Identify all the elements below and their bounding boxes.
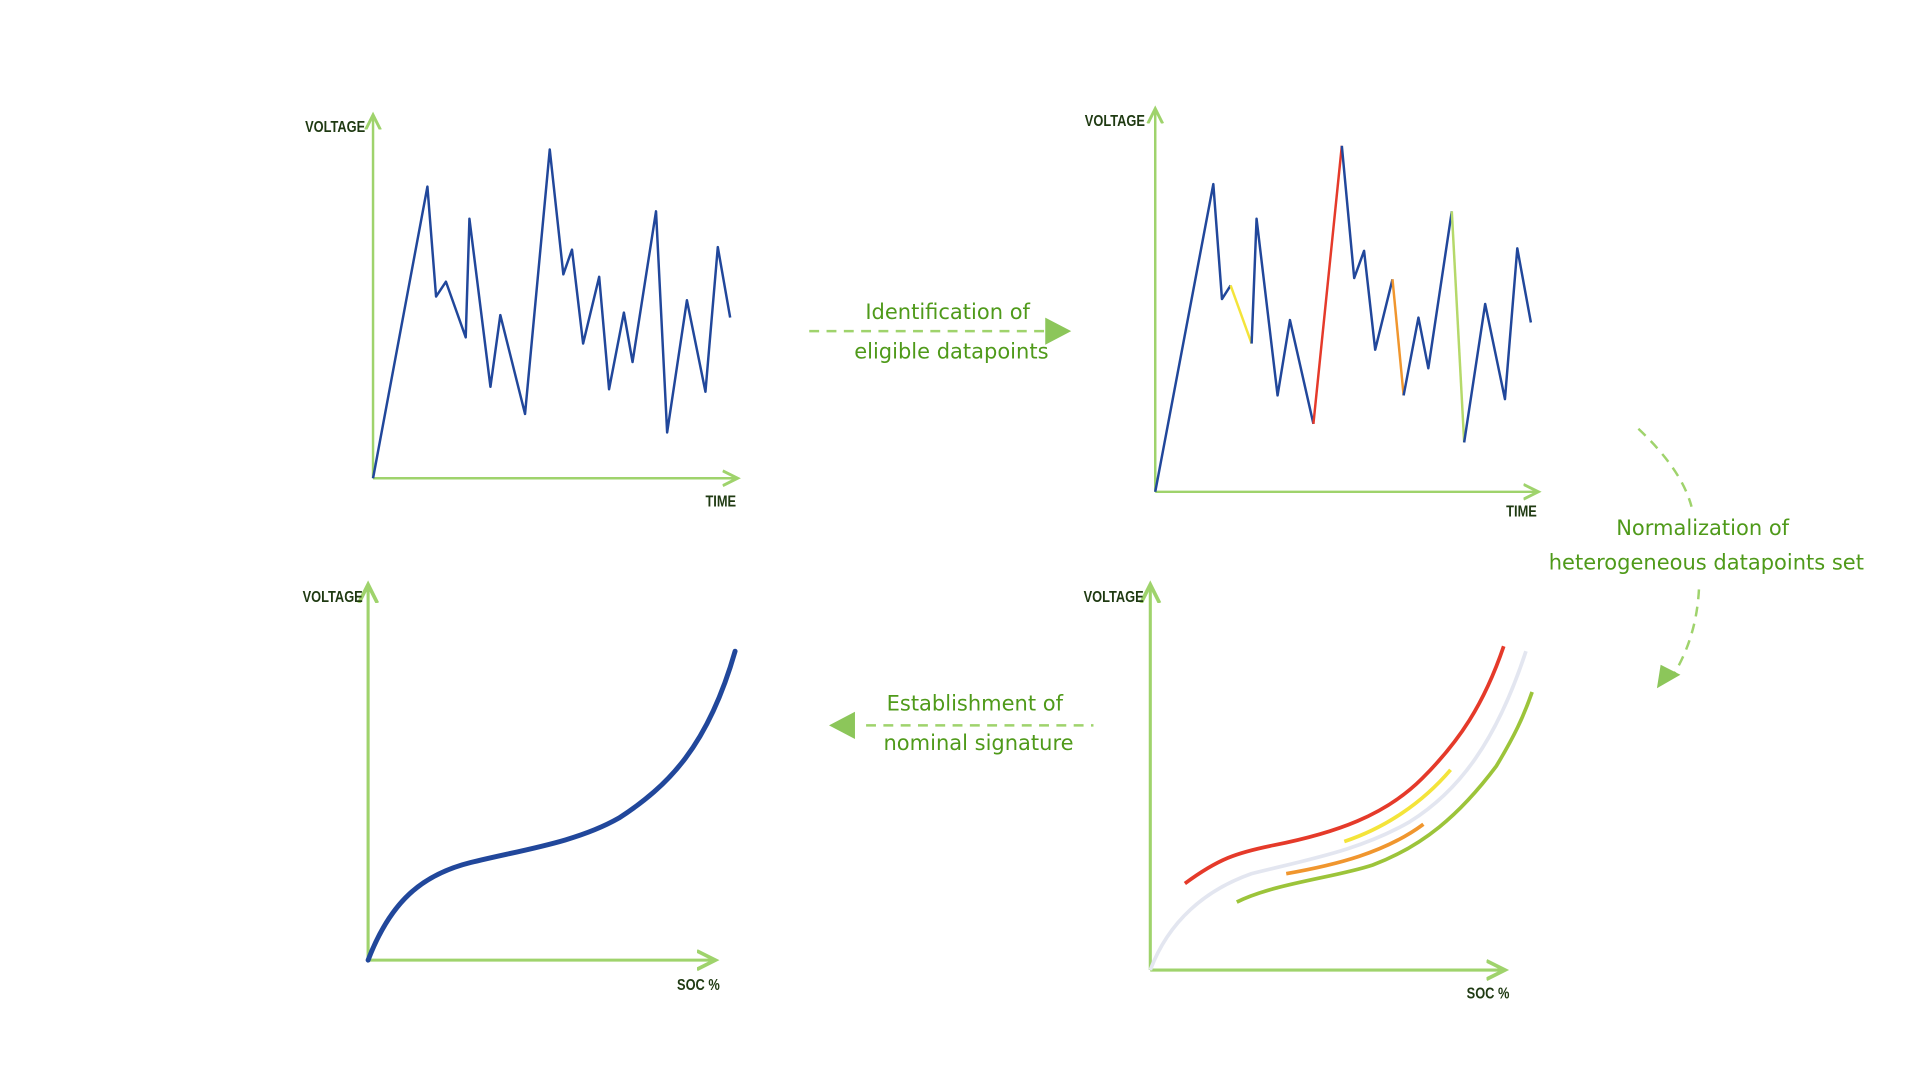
arrow-right-icon <box>1045 317 1072 345</box>
reference-curve-grey <box>1148 650 1528 971</box>
curve-green <box>1235 691 1534 904</box>
y-axis-label: VOLTAGE <box>303 589 363 607</box>
x-axis-label: TIME <box>705 493 736 511</box>
panel-eligible-datapoints: VOLTAGE TIME <box>1085 109 1539 521</box>
panel-nominal-signature: VOLTAGE SOC % <box>303 584 738 995</box>
curve-yellow <box>1343 768 1452 844</box>
eligible-segment-red <box>1312 145 1344 424</box>
arrow-left-icon <box>829 711 855 739</box>
eligible-segment-green <box>1450 211 1466 443</box>
step-identification: Identification of eligible datapoints <box>809 300 1072 363</box>
voltage-signal <box>371 148 732 479</box>
step-caption-line2: eligible datapoints <box>854 339 1048 363</box>
y-axis-label: VOLTAGE <box>1085 113 1145 131</box>
curve-red <box>1183 645 1506 886</box>
voltage-signal <box>1154 182 1232 493</box>
step-establishment: Establishment of nominal signature <box>829 692 1094 755</box>
eligible-segment-yellow <box>1229 285 1253 344</box>
nominal-signature-curve <box>365 648 738 963</box>
step-caption-line1: Identification of <box>865 300 1030 324</box>
x-axis-label: SOC % <box>1467 985 1510 1003</box>
voltage-signal <box>1250 217 1315 425</box>
voltage-signal <box>1402 211 1454 396</box>
y-axis-label: VOLTAGE <box>1084 589 1144 607</box>
step-caption-line1: Normalization of <box>1616 516 1789 540</box>
x-axis-label: TIME <box>1506 503 1537 521</box>
y-axis-label: VOLTAGE <box>305 119 365 137</box>
dashed-arrow-line <box>1673 589 1701 675</box>
step-caption-line2: nominal signature <box>884 731 1074 755</box>
voltage-signal <box>1462 247 1533 443</box>
x-axis-label: SOC % <box>677 977 720 995</box>
voltage-signal <box>1340 145 1394 351</box>
dashed-arrow-line <box>1637 427 1693 507</box>
step-normalization: Normalization of heterogeneous datapoint… <box>1549 427 1864 689</box>
curve-orange <box>1285 822 1425 876</box>
arrow-down-icon <box>1656 664 1681 689</box>
panel-normalized-set: VOLTAGE SOC % <box>1084 584 1534 1003</box>
step-caption-line1: Establishment of <box>887 692 1064 716</box>
step-caption-line2: heterogeneous datapoints set <box>1549 551 1864 575</box>
eligible-segment-orange <box>1391 279 1405 396</box>
panel-raw-signal: VOLTAGE TIME <box>305 115 737 511</box>
